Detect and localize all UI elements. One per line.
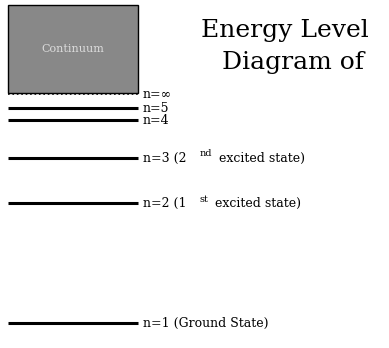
Text: n=∞: n=∞ [143,87,172,101]
Text: n=5: n=5 [143,102,170,114]
Text: Diagram of: Diagram of [222,50,372,73]
Text: excited state): excited state) [210,197,301,209]
Text: n=2 (1: n=2 (1 [143,197,186,209]
Text: excited state): excited state) [215,151,305,165]
Text: n=3 (2: n=3 (2 [143,151,186,165]
Text: st: st [199,195,208,204]
Text: n=1 (Ground State): n=1 (Ground State) [143,316,268,330]
Text: n=4: n=4 [143,113,170,127]
Text: Continuum: Continuum [42,44,104,54]
Text: Energy Level: Energy Level [201,18,369,41]
Text: nd: nd [199,150,212,158]
Bar [8,5,138,93]
